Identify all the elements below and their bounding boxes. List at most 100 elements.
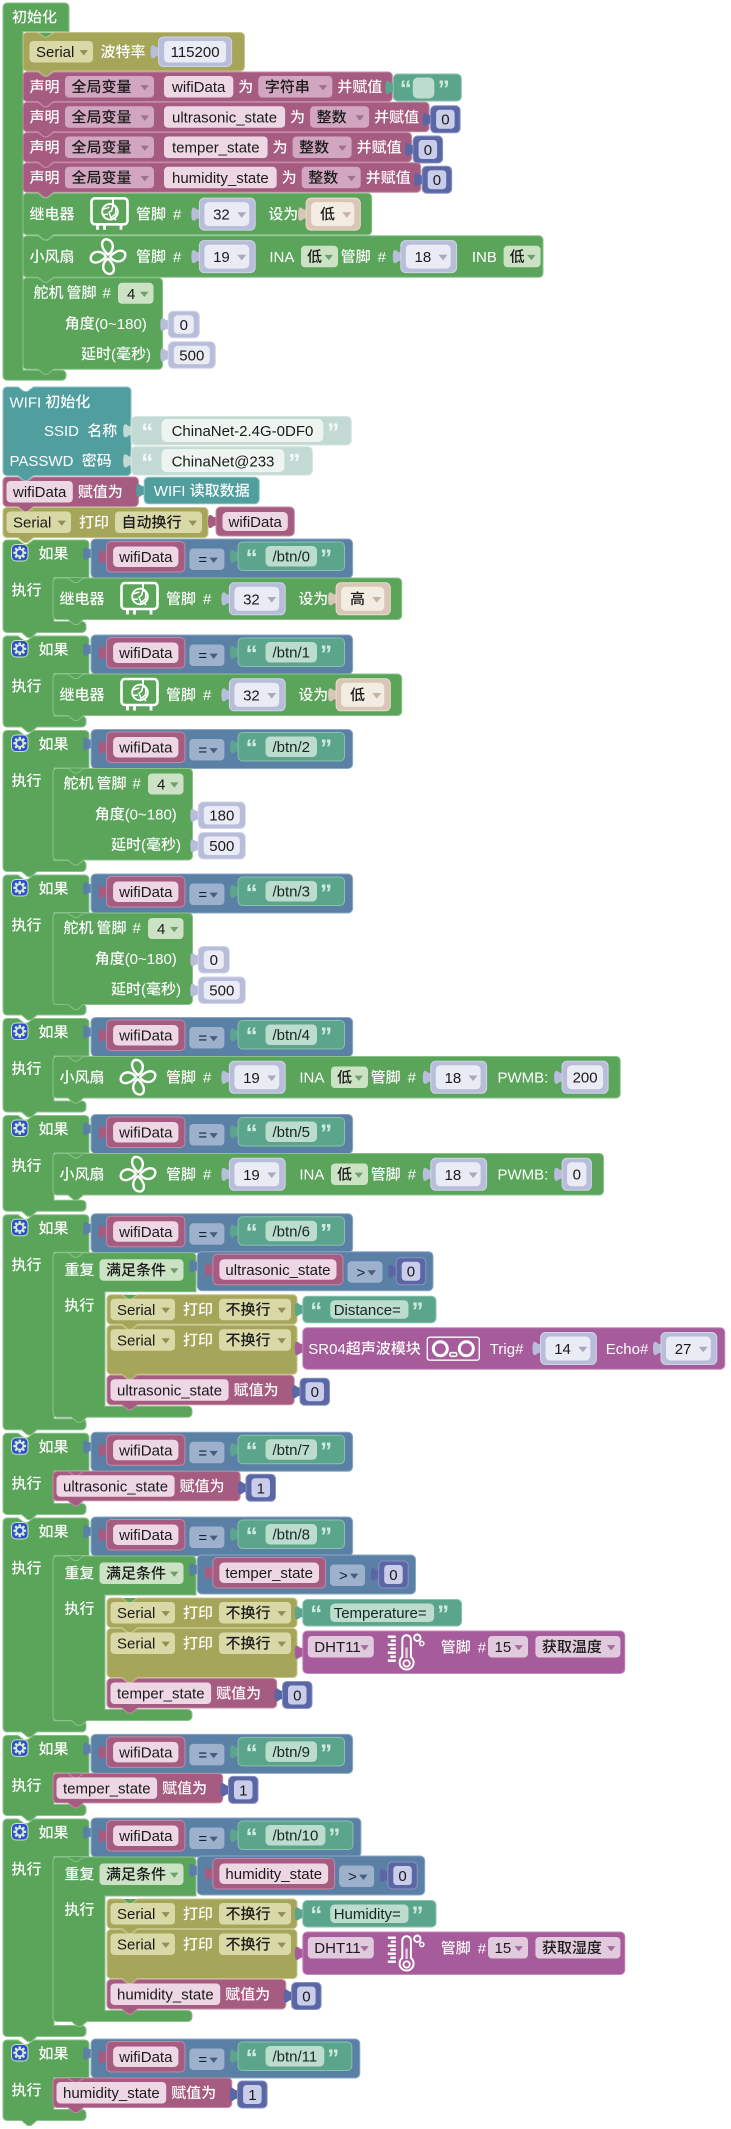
svg-text:=: = — [198, 1226, 207, 1243]
svg-text:/btn/4: /btn/4 — [273, 1027, 311, 1044]
svg-text:=: = — [198, 1530, 207, 1547]
svg-text:): ) — [176, 837, 181, 854]
svg-text:): ) — [176, 982, 181, 999]
svg-text:Serial: Serial — [117, 1332, 155, 1349]
svg-text:“: “ — [141, 419, 153, 446]
svg-text:19: 19 — [243, 1070, 260, 1087]
svg-text:>: > — [339, 1568, 348, 1585]
svg-text:#: # — [133, 920, 142, 937]
svg-text:wifiData: wifiData — [118, 549, 173, 566]
svg-text:500: 500 — [179, 348, 204, 365]
svg-text:temper_state: temper_state — [63, 1781, 151, 1798]
svg-text:=: = — [198, 742, 207, 759]
svg-text:0: 0 — [210, 952, 218, 969]
svg-text:>: > — [348, 1869, 357, 1886]
svg-text:(0~180): (0~180) — [125, 951, 177, 968]
svg-text:wifiData: wifiData — [118, 1527, 173, 1544]
svg-text:ultrasonic_state: ultrasonic_state — [225, 1262, 330, 1279]
svg-text:“: “ — [246, 1523, 258, 1550]
svg-text:Echo#: Echo# — [606, 1341, 649, 1358]
svg-text:wifiData: wifiData — [118, 1028, 173, 1045]
svg-text:”: ” — [288, 449, 300, 476]
svg-text:0: 0 — [441, 112, 449, 129]
svg-text:/btn/5: /btn/5 — [273, 1124, 311, 1141]
svg-text:Distance=: Distance= — [334, 1302, 401, 1319]
svg-text:PWMB:: PWMB: — [498, 1070, 549, 1087]
svg-text:WIFI: WIFI — [154, 483, 186, 500]
svg-text:Serial: Serial — [117, 1937, 155, 1954]
svg-text:“: “ — [246, 1438, 258, 1465]
svg-text:115200: 115200 — [171, 44, 220, 61]
svg-text:19: 19 — [243, 1167, 260, 1184]
svg-text:Serial: Serial — [117, 1636, 155, 1653]
svg-text:#: # — [173, 207, 182, 224]
svg-text:”: ” — [320, 1740, 332, 1767]
svg-text:temper_state: temper_state — [172, 140, 260, 157]
svg-text:”: ” — [320, 1120, 332, 1147]
svg-text:”: ” — [327, 419, 339, 446]
svg-text:”: ” — [328, 1824, 340, 1851]
svg-text:PWMB:: PWMB: — [498, 1167, 549, 1184]
svg-text:#: # — [133, 776, 142, 793]
svg-text:#: # — [203, 591, 212, 608]
svg-text:SR04: SR04 — [308, 1341, 346, 1358]
svg-text:“: “ — [246, 2045, 258, 2072]
svg-text:0: 0 — [407, 1264, 415, 1281]
svg-text:0: 0 — [433, 172, 441, 189]
svg-text:humidity_state: humidity_state — [225, 1866, 322, 1883]
svg-text:0: 0 — [389, 1567, 397, 1584]
svg-text:”: ” — [437, 1601, 449, 1628]
svg-text:INA: INA — [299, 1070, 324, 1087]
svg-text:ultrasonic_state: ultrasonic_state — [63, 1479, 168, 1496]
svg-text:18: 18 — [445, 1070, 462, 1087]
svg-text:=: = — [198, 1445, 207, 1462]
svg-text:“: “ — [246, 1824, 258, 1851]
svg-text:/btn/7: /btn/7 — [273, 1442, 311, 1459]
svg-text:(0~180): (0~180) — [125, 807, 177, 824]
svg-text:DHT11: DHT11 — [314, 1639, 360, 1656]
svg-text:500: 500 — [209, 983, 234, 1000]
svg-text:Humidity=: Humidity= — [334, 1906, 401, 1923]
svg-text:wifiData: wifiData — [12, 484, 67, 501]
svg-text:>: > — [357, 1264, 366, 1281]
svg-text:=: = — [198, 1030, 207, 1047]
svg-text:14: 14 — [554, 1341, 571, 1358]
svg-text:(: ( — [141, 837, 146, 854]
svg-text:1: 1 — [257, 1480, 265, 1497]
svg-text:=: = — [198, 1747, 207, 1764]
svg-text:#: # — [478, 1640, 487, 1657]
svg-text:Serial: Serial — [117, 1906, 155, 1923]
svg-text:#: # — [203, 1070, 212, 1087]
svg-text:#: # — [408, 1070, 417, 1087]
svg-text:#: # — [478, 1941, 487, 1958]
svg-text:”: ” — [320, 545, 332, 572]
svg-text:“: “ — [246, 1120, 258, 1147]
svg-text:wifiData: wifiData — [118, 645, 173, 662]
svg-text:wifiData: wifiData — [118, 1224, 173, 1241]
svg-text:”: ” — [438, 76, 450, 103]
svg-text:0: 0 — [302, 1989, 310, 2006]
svg-text:“: “ — [246, 545, 258, 572]
svg-text:32: 32 — [243, 687, 260, 704]
svg-text:“: “ — [246, 1740, 258, 1767]
svg-text:1: 1 — [248, 2087, 256, 2104]
svg-text:0: 0 — [311, 1384, 319, 1401]
svg-text:“: “ — [310, 1298, 322, 1325]
svg-text:/btn/11: /btn/11 — [273, 2049, 318, 2066]
svg-text:=: = — [198, 887, 207, 904]
svg-text:INB: INB — [472, 249, 497, 266]
svg-text:”: ” — [412, 1902, 424, 1929]
svg-text:Temperature=: Temperature= — [334, 1605, 427, 1622]
svg-text:Trig#: Trig# — [490, 1341, 524, 1358]
svg-text:4: 4 — [127, 286, 135, 303]
svg-text:“: “ — [310, 1902, 322, 1929]
svg-text:wifiData: wifiData — [118, 740, 173, 757]
svg-text:/btn/0: /btn/0 — [273, 549, 311, 566]
svg-text:(0~180): (0~180) — [95, 316, 147, 333]
svg-text:/btn/1: /btn/1 — [273, 645, 311, 662]
svg-text:4: 4 — [157, 921, 165, 938]
svg-text:32: 32 — [243, 591, 260, 608]
svg-text:”: ” — [320, 1438, 332, 1465]
svg-text:WIFI: WIFI — [10, 394, 42, 411]
svg-text:=: = — [198, 1831, 207, 1848]
